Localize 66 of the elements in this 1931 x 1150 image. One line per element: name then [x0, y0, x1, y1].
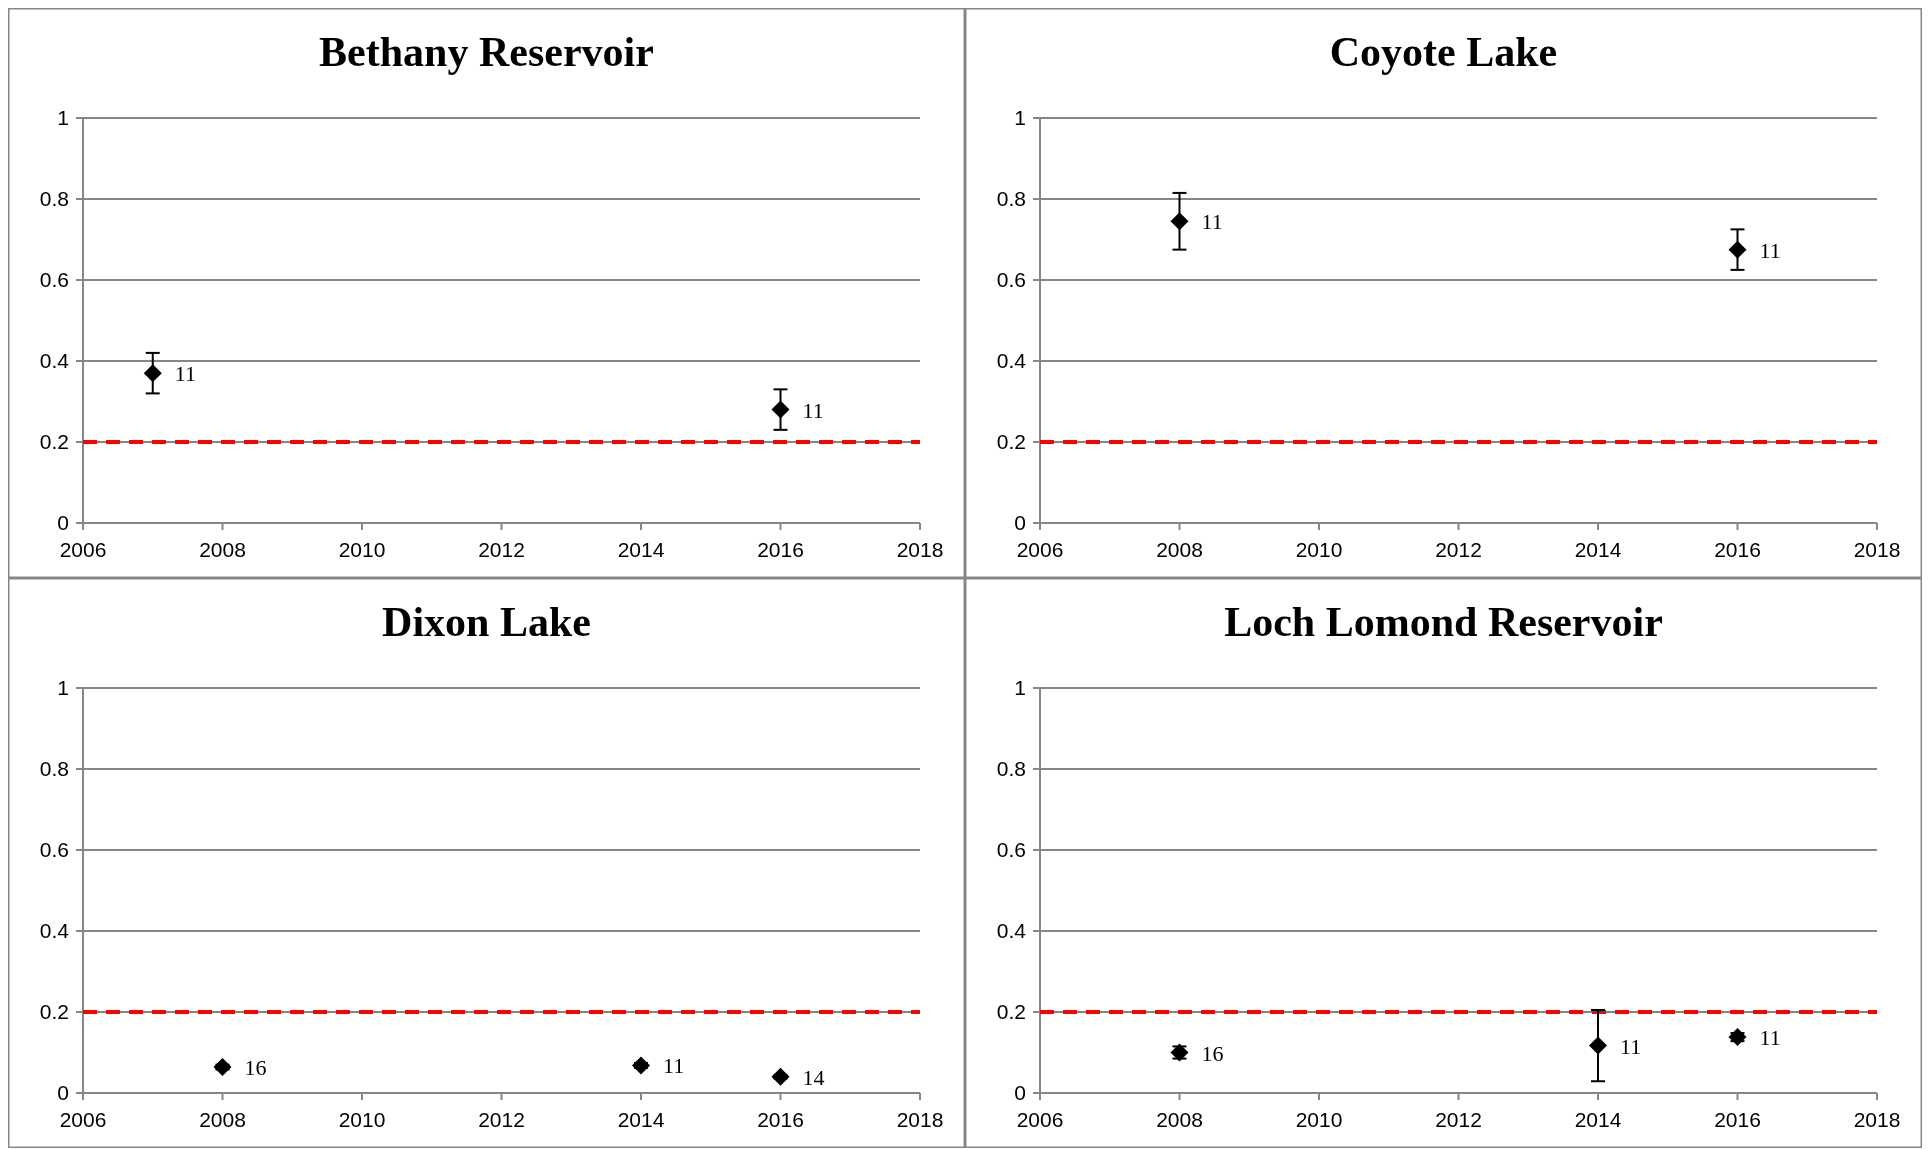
- x-tick-label: 2012: [1435, 1108, 1482, 1131]
- y-tick-label: 0.2: [996, 1000, 1026, 1023]
- chart-title: Dixon Lake: [382, 599, 591, 645]
- x-tick-label: 2016: [1714, 1108, 1761, 1131]
- x-tick-label: 2008: [199, 1108, 246, 1131]
- y-tick-label: 0.4: [996, 349, 1027, 372]
- x-tick-label: 2018: [1853, 1108, 1901, 1131]
- x-tick-label: 2014: [617, 538, 665, 561]
- annotation: 14: [802, 1064, 825, 1090]
- y-tick-label: 0.8: [996, 187, 1026, 210]
- y-tick-label: 0.2: [996, 430, 1026, 453]
- x-tick-label: 2018: [896, 538, 944, 561]
- chart-title: Coyote Lake: [1329, 29, 1558, 75]
- annotation: 11: [1620, 1033, 1642, 1059]
- y-tick-label: 0.8: [996, 757, 1026, 780]
- y-tick-label: 0.6: [996, 838, 1026, 861]
- x-tick-label: 2010: [338, 538, 386, 561]
- y-tick-label: 1: [57, 106, 69, 129]
- annotation: 16: [244, 1055, 267, 1081]
- x-tick-label: 2014: [1574, 1108, 1622, 1131]
- annotation: 16: [1201, 1040, 1224, 1066]
- x-tick-label: 2008: [199, 538, 246, 561]
- x-tick-label: 2012: [478, 1108, 525, 1131]
- y-tick-label: 0.4: [996, 919, 1027, 942]
- x-tick-label: 2016: [757, 538, 804, 561]
- annotation: 11: [663, 1053, 685, 1079]
- x-tick-label: 2014: [617, 1108, 665, 1131]
- x-tick-label: 2006: [1016, 538, 1064, 561]
- x-tick-label: 2010: [1295, 538, 1343, 561]
- y-tick-label: 0.2: [39, 1000, 69, 1023]
- chart-title: Loch Lomond Reservoir: [1224, 599, 1663, 645]
- y-tick-label: 0: [1014, 1081, 1026, 1104]
- y-tick-label: 0: [57, 511, 69, 534]
- chart-title: Bethany Reservoir: [319, 29, 654, 75]
- y-tick-label: 0.8: [39, 757, 69, 780]
- y-tick-label: 0: [1014, 511, 1026, 534]
- y-tick-label: 0: [57, 1081, 69, 1104]
- x-tick-label: 2010: [1295, 1108, 1343, 1131]
- x-tick-label: 2012: [1435, 538, 1482, 561]
- x-tick-label: 2018: [1853, 538, 1901, 561]
- y-tick-label: 1: [57, 676, 69, 699]
- x-tick-label: 2016: [1714, 538, 1761, 561]
- x-tick-label: 2006: [59, 538, 107, 561]
- annotation: 11: [174, 361, 196, 387]
- x-tick-label: 2014: [1574, 538, 1622, 561]
- y-tick-label: 1: [1014, 106, 1026, 129]
- x-tick-label: 2008: [1156, 538, 1203, 561]
- annotation: 11: [1201, 209, 1223, 235]
- annotation: 11: [802, 397, 824, 423]
- x-tick-label: 2006: [59, 1108, 107, 1131]
- y-tick-label: 0.6: [39, 268, 69, 291]
- annotation: 11: [1759, 237, 1781, 263]
- y-tick-label: 0.4: [39, 349, 70, 372]
- y-tick-label: 0.8: [39, 187, 69, 210]
- x-tick-label: 2008: [1156, 1108, 1203, 1131]
- x-tick-label: 2012: [478, 538, 525, 561]
- x-tick-label: 2010: [338, 1108, 386, 1131]
- x-tick-label: 2018: [896, 1108, 944, 1131]
- annotation: 11: [1759, 1025, 1781, 1051]
- y-tick-label: 0.6: [39, 838, 69, 861]
- y-tick-label: 0.4: [39, 919, 70, 942]
- x-tick-label: 2006: [1016, 1108, 1064, 1131]
- x-tick-label: 2016: [757, 1108, 804, 1131]
- y-tick-label: 0.6: [996, 268, 1026, 291]
- y-tick-label: 0.2: [39, 430, 69, 453]
- y-tick-label: 1: [1014, 676, 1026, 699]
